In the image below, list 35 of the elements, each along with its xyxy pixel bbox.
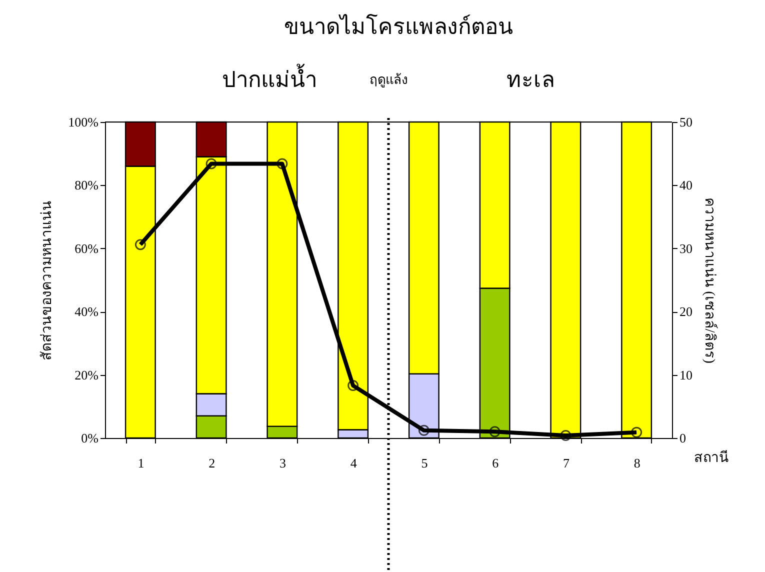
point bbox=[276, 158, 288, 170]
y-tick-label: 80% bbox=[74, 178, 99, 193]
point bbox=[348, 380, 359, 392]
y-tick-label: 40% bbox=[74, 304, 99, 320]
x-tick-label: 6 bbox=[492, 456, 500, 470]
point bbox=[206, 158, 217, 170]
x-tick-label: 8 bbox=[634, 456, 640, 470]
point bbox=[134, 239, 146, 250]
x-tick-label: 1 bbox=[138, 456, 144, 470]
y2-tick-label: 0 bbox=[680, 430, 686, 446]
y2-tick-label: 40 bbox=[680, 178, 692, 193]
x-tick-label: 2 bbox=[208, 456, 216, 470]
y2-tick-label: 10 bbox=[680, 367, 692, 382]
point bbox=[631, 426, 642, 438]
x-axis-title: สถานี bbox=[694, 450, 729, 466]
text: ปากแม่น้ำ bbox=[222, 64, 317, 92]
y-axis-title: สัดส่วนของความหนาแน่น bbox=[40, 200, 56, 360]
text: ฤดูแล้ง bbox=[370, 72, 408, 88]
x-tick-label: 7 bbox=[562, 456, 570, 470]
point bbox=[560, 430, 572, 441]
y2-tick-label: 20 bbox=[680, 304, 692, 320]
y-tick-label: 60% bbox=[74, 240, 99, 256]
y-tick-label: 20% bbox=[74, 367, 99, 382]
point bbox=[489, 426, 500, 438]
x-tick-label: 4 bbox=[350, 456, 358, 470]
x-tick-label: 5 bbox=[421, 456, 428, 470]
y-tick-label: 0% bbox=[81, 430, 99, 446]
point bbox=[418, 424, 430, 436]
y2-tick-label: 30 bbox=[680, 240, 692, 256]
y-tick-label: 100% bbox=[68, 114, 99, 130]
y2-axis-title: ความหนาแน่น (เซลล์/ลิตร) bbox=[702, 198, 718, 364]
x-tick-label: 3 bbox=[279, 456, 286, 470]
chart-title: ขนาดไมโครแพลงก์ตอน bbox=[284, 14, 513, 39]
text: ทะเล bbox=[506, 67, 554, 92]
y2-tick-label: 50 bbox=[680, 114, 692, 130]
